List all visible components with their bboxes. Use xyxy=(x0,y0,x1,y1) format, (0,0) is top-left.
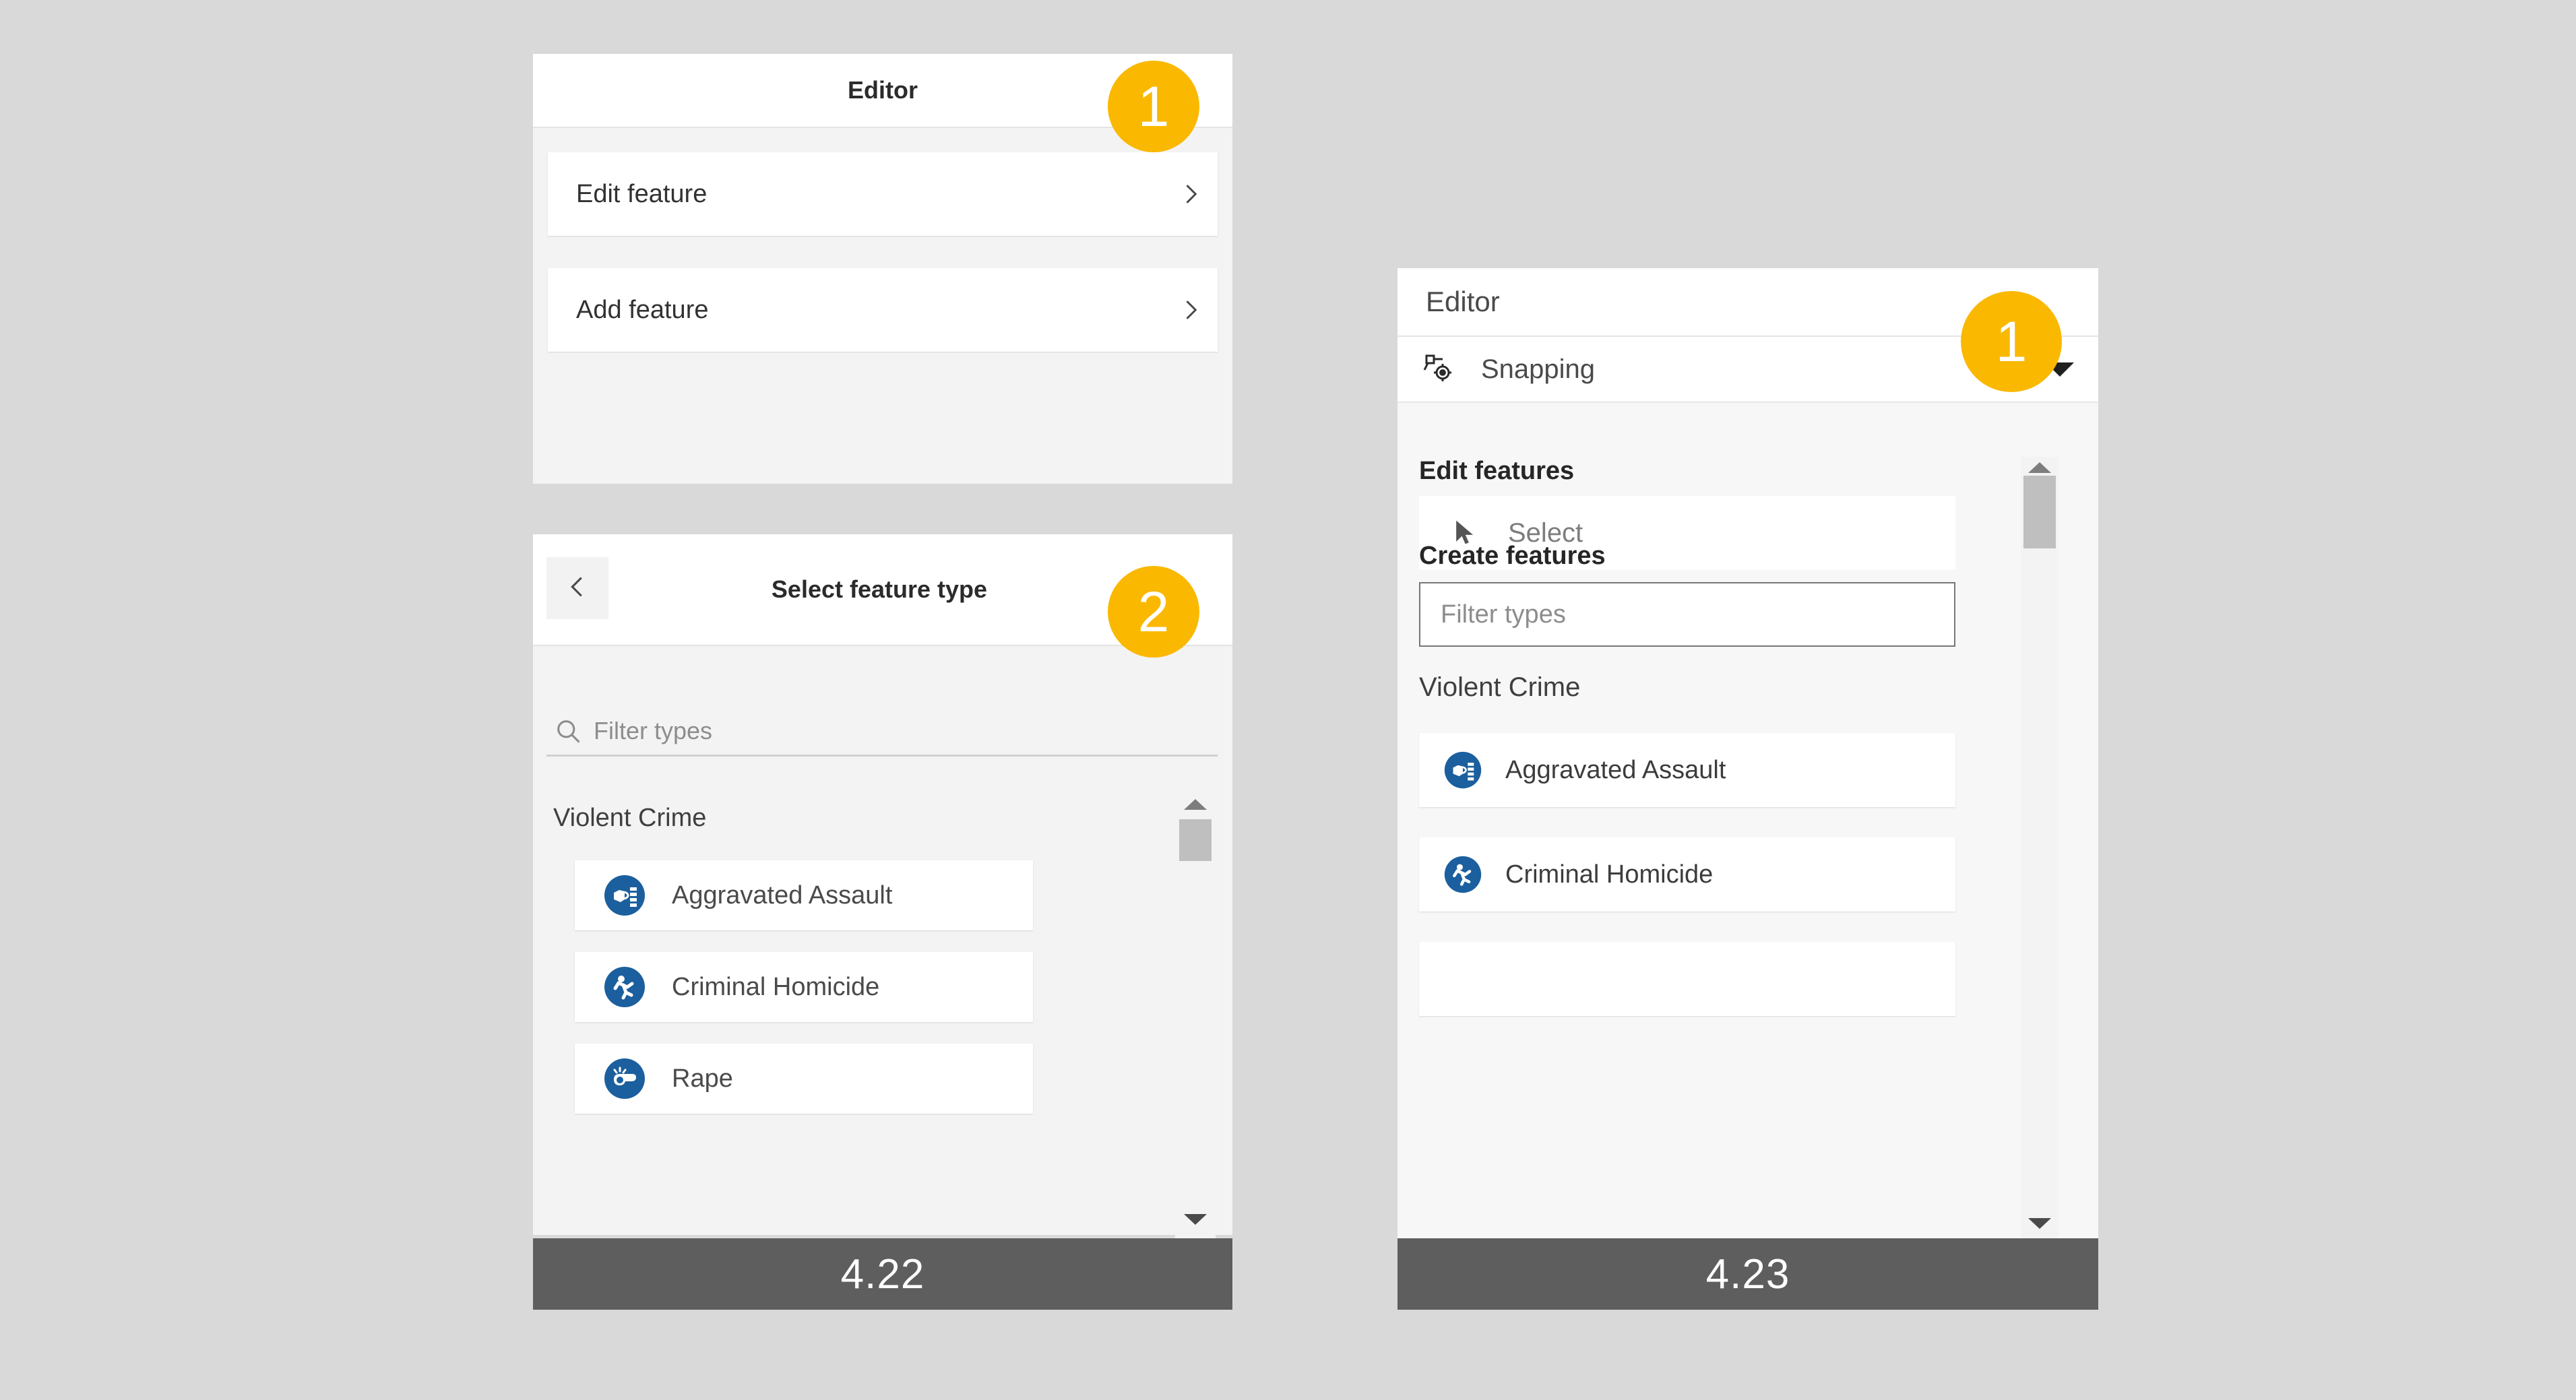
filter-types-input-422[interactable]: Filter types xyxy=(546,707,1218,757)
section-heading-create-features: Create features xyxy=(1419,542,1606,570)
feature-type-item[interactable]: Aggravated Assault xyxy=(575,860,1033,930)
chevron-right-icon xyxy=(1164,295,1218,325)
chevron-left-icon xyxy=(562,571,593,606)
feature-type-label: Criminal Homicide xyxy=(1505,860,1714,889)
fist-icon xyxy=(603,874,646,917)
triangle-up-icon[interactable] xyxy=(1184,799,1207,810)
scrollbar-thumb[interactable] xyxy=(1179,819,1212,861)
editor-panel-title: Editor xyxy=(1426,286,1500,317)
callout-badge-number: 1 xyxy=(1137,74,1170,138)
edit-feature-row[interactable]: Edit feature xyxy=(548,152,1218,236)
filter-types-input-423[interactable]: Filter types xyxy=(1419,582,1955,647)
feature-type-label: Rape xyxy=(672,1064,733,1093)
version-caption-left-text: 4.22 xyxy=(840,1250,925,1298)
feature-type-item[interactable]: Aggravated Assault xyxy=(1419,733,1955,807)
add-feature-row[interactable]: Add feature xyxy=(548,268,1218,352)
feature-type-label: Aggravated Assault xyxy=(672,881,893,910)
back-button[interactable] xyxy=(546,557,608,619)
chevron-right-icon xyxy=(1164,179,1218,209)
version-caption-left: 4.22 xyxy=(533,1238,1232,1310)
callout-badge-number: 1 xyxy=(1995,309,2028,373)
scrollbar-thumb[interactable] xyxy=(2023,476,2056,548)
callout-badge-1-right: 1 xyxy=(1961,291,2062,392)
feature-list-scrollbar-423[interactable] xyxy=(2021,457,2059,1238)
page-title: Select feature type xyxy=(771,575,988,603)
filter-types-placeholder: Filter types xyxy=(594,716,713,744)
feature-type-item[interactable]: Rape xyxy=(575,1044,1033,1114)
falling-person-icon xyxy=(603,965,646,1009)
callout-badge-2-left: 2 xyxy=(1108,566,1199,658)
falling-person-icon xyxy=(1443,855,1482,894)
callout-badge-number: 2 xyxy=(1137,579,1170,643)
feature-type-item[interactable]: Criminal Homicide xyxy=(575,952,1033,1022)
fist-icon xyxy=(1443,751,1482,790)
feature-type-label: Criminal Homicide xyxy=(672,972,880,1001)
version-caption-right: 4.23 xyxy=(1397,1238,2098,1310)
group-label-violent-crime: Violent Crime xyxy=(1419,672,1581,702)
version-caption-right-text: 4.23 xyxy=(1705,1250,1790,1298)
search-icon xyxy=(553,716,583,746)
triangle-up-icon[interactable] xyxy=(2028,462,2051,473)
callout-badge-1-left: 1 xyxy=(1108,61,1199,152)
triangle-down-icon[interactable] xyxy=(1184,1214,1207,1225)
add-feature-label: Add feature xyxy=(576,295,709,324)
filter-types-placeholder: Filter types xyxy=(1441,600,1566,629)
whistle-icon xyxy=(603,1057,646,1100)
triangle-down-icon[interactable] xyxy=(2028,1218,2051,1229)
editor-panel-423: Editor Snapping Edit features xyxy=(1397,268,2098,1238)
edit-feature-label: Edit feature xyxy=(576,179,708,208)
select-tool-row[interactable]: Select xyxy=(1419,496,1955,570)
snapping-label: Snapping xyxy=(1481,354,1596,384)
feature-type-item[interactable]: Criminal Homicide xyxy=(1419,837,1955,912)
feature-type-label: Aggravated Assault xyxy=(1505,755,1726,784)
feature-list-scrollbar-422[interactable] xyxy=(1175,775,1216,1240)
cursor-arrow-icon xyxy=(1450,518,1480,548)
group-label-violent-crime: Violent Crime xyxy=(553,804,707,832)
snapping-icon xyxy=(1422,351,1458,387)
section-heading-edit-features: Edit features xyxy=(1419,457,1575,485)
editor-panel-title: Editor xyxy=(848,76,918,104)
feature-type-item[interactable] xyxy=(1419,942,1955,1016)
select-tool-label: Select xyxy=(1508,517,1583,548)
